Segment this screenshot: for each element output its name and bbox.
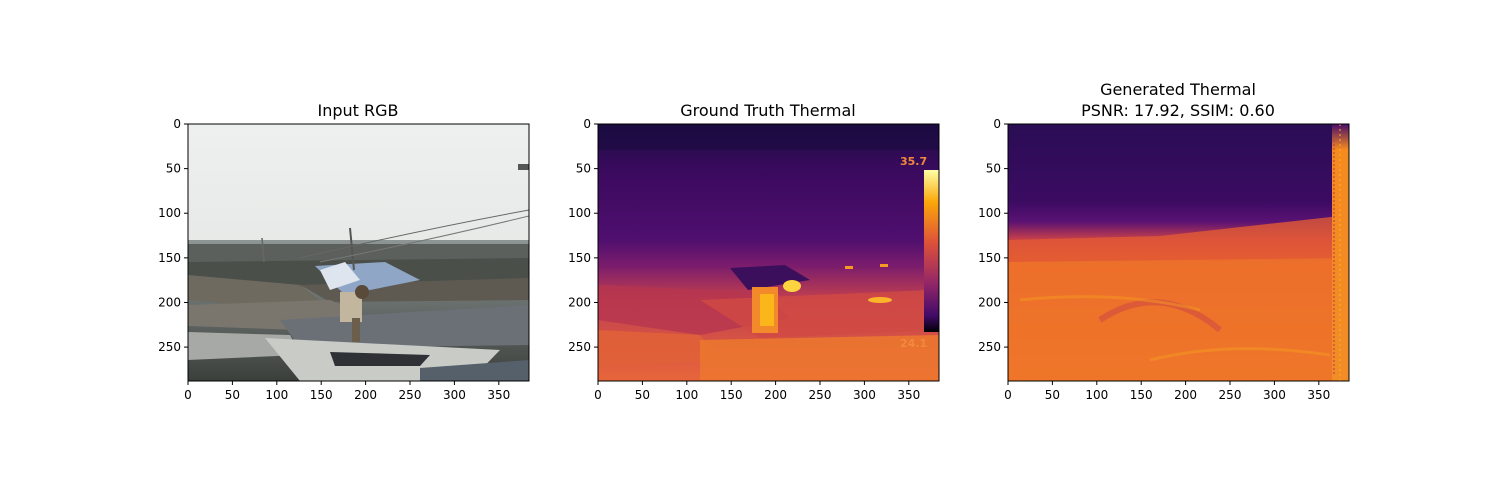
y-tick-label: 200 [158, 295, 181, 309]
y-tick-label: 150 [568, 251, 591, 265]
x-axis: 0 50 100 150 200 250 300 350 [1004, 381, 1330, 402]
x-tick-label: 100 [265, 388, 288, 402]
x-tick-label: 150 [720, 388, 743, 402]
panel-subtitle-metrics: PSNR: 17.92, SSIM: 0.60 [1081, 101, 1275, 120]
y-axis: 0 50 100 150 200 250 [158, 117, 188, 354]
thermal-inferno-generated [1008, 124, 1349, 381]
y-tick-label: 250 [158, 340, 181, 354]
x-tick-label: 300 [1263, 388, 1286, 402]
panel-title: Input RGB [317, 101, 398, 120]
rgb-boats-photo [188, 124, 529, 381]
y-tick-label: 0 [583, 117, 591, 131]
temperature-scale-bar [924, 170, 939, 332]
x-axis: 0 50 100 150 200 250 300 350 [594, 381, 920, 402]
x-tick-label: 100 [675, 388, 698, 402]
x-tick-label: 150 [310, 388, 333, 402]
panel-title: Generated Thermal [1100, 80, 1256, 99]
x-tick-label: 200 [1174, 388, 1197, 402]
x-tick-label: 200 [354, 388, 377, 402]
thermal-inferno-ground-truth: 35.7 24.1 [598, 124, 939, 381]
x-tick-label: 50 [1045, 388, 1060, 402]
y-axis: 0 50 100 150 200 250 [978, 117, 1008, 354]
x-tick-label: 50 [635, 388, 650, 402]
x-tick-label: 350 [487, 388, 510, 402]
x-tick-label: 100 [1085, 388, 1108, 402]
x-tick-label: 150 [1130, 388, 1153, 402]
x-tick-label: 250 [1219, 388, 1242, 402]
y-tick-label: 150 [978, 251, 1001, 265]
x-tick-label: 50 [225, 388, 240, 402]
y-tick-label: 250 [978, 340, 1001, 354]
y-axis: 0 50 100 150 200 250 [568, 117, 598, 354]
y-tick-label: 200 [568, 295, 591, 309]
panel-ground-truth-thermal: Ground Truth Thermal 35.7 24.1 0 50 100 150… [568, 101, 940, 402]
y-tick-label: 100 [568, 206, 591, 220]
scale-max-label: 35.7 [900, 155, 927, 168]
panel-title: Ground Truth Thermal [680, 101, 855, 120]
y-tick-label: 0 [173, 117, 181, 131]
x-tick-label: 250 [809, 388, 832, 402]
x-tick-label: 350 [897, 388, 920, 402]
x-tick-label: 0 [594, 388, 602, 402]
y-tick-label: 50 [576, 162, 591, 176]
panel-input-rgb: Input RGB [158, 101, 530, 402]
panel-generated-thermal: Generated Thermal PSNR: 17.92, SSIM: 0.6… [978, 80, 1350, 402]
x-tick-label: 0 [1004, 388, 1012, 402]
y-tick-label: 50 [986, 162, 1001, 176]
x-tick-label: 300 [443, 388, 466, 402]
x-axis: 0 50 100 150 200 250 300 350 [184, 381, 510, 402]
y-tick-label: 200 [978, 295, 1001, 309]
x-tick-label: 0 [184, 388, 192, 402]
x-tick-label: 250 [399, 388, 422, 402]
axes-frame [1007, 123, 1350, 382]
y-tick-label: 0 [993, 117, 1001, 131]
axes-frame [597, 123, 940, 382]
y-tick-label: 150 [158, 251, 181, 265]
axes-frame [187, 123, 530, 382]
x-tick-label: 300 [853, 388, 876, 402]
y-tick-label: 50 [166, 162, 181, 176]
scale-min-label: 24.1 [900, 337, 927, 350]
y-tick-label: 250 [568, 340, 591, 354]
y-tick-label: 100 [978, 206, 1001, 220]
x-tick-label: 350 [1307, 388, 1330, 402]
y-tick-label: 100 [158, 206, 181, 220]
x-tick-label: 200 [764, 388, 787, 402]
